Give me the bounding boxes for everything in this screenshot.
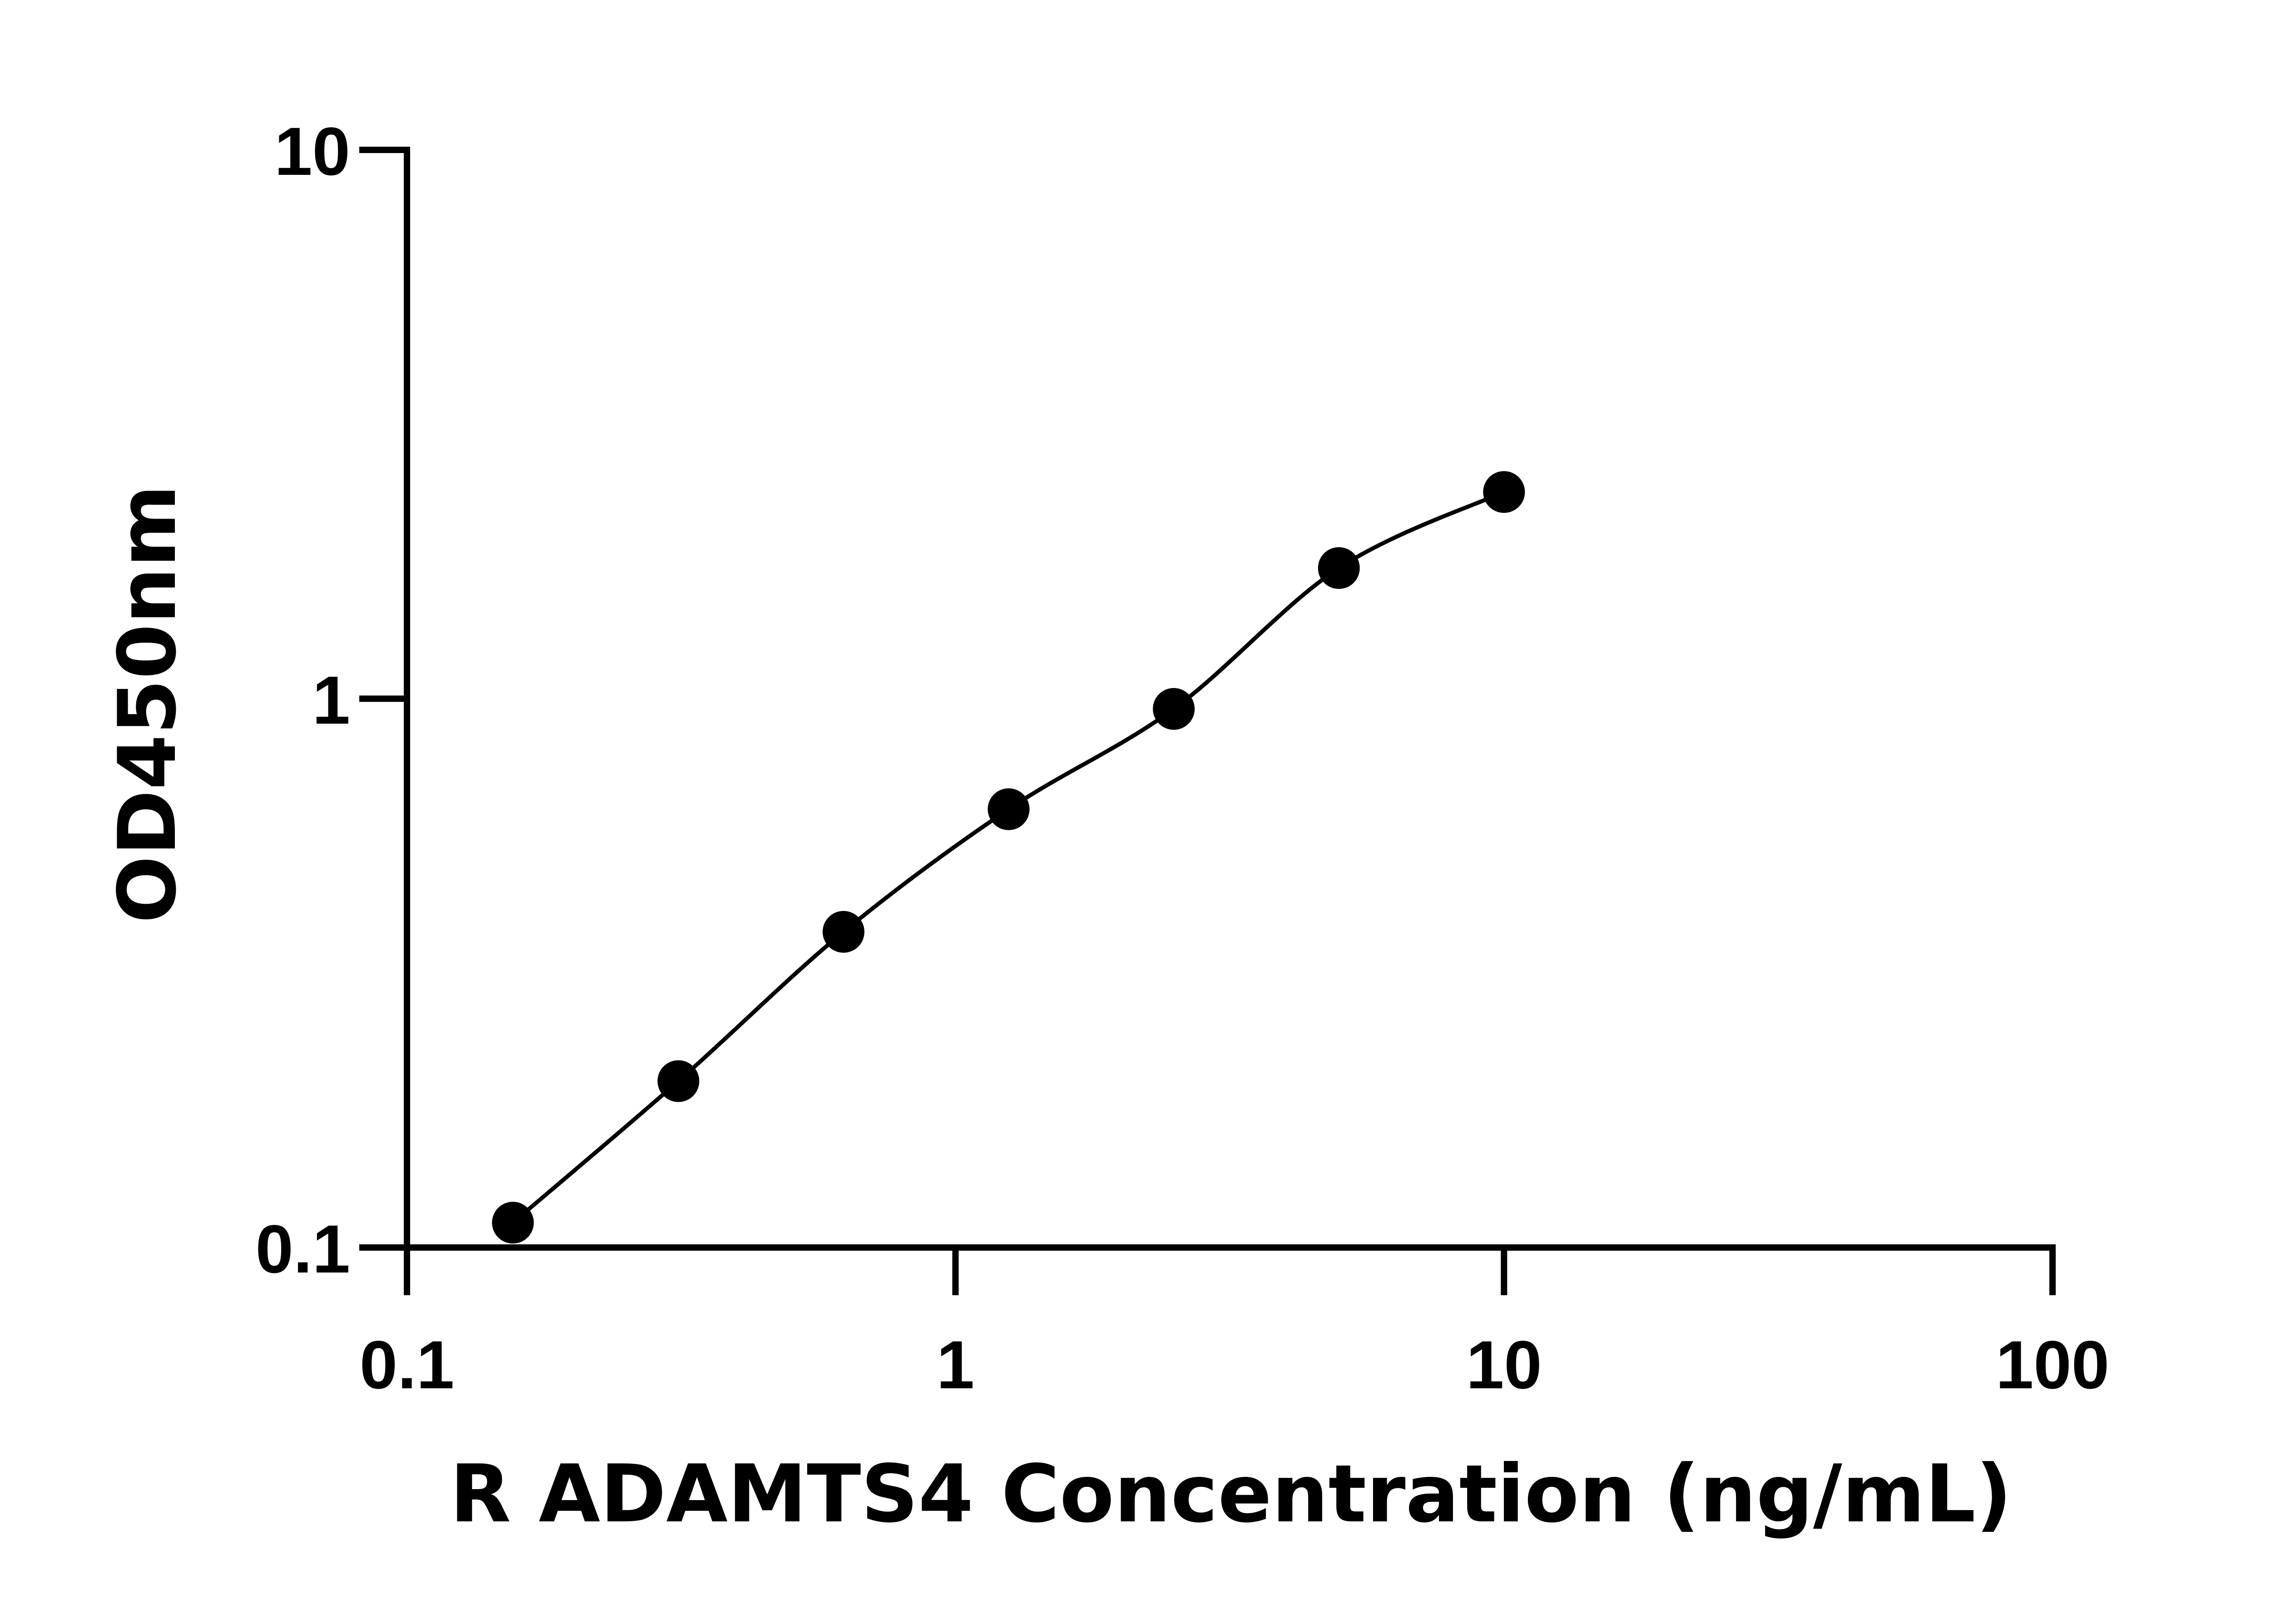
fit-curve [511, 490, 1505, 1224]
data-point [492, 1202, 534, 1244]
y-tick-label: 1 [312, 662, 350, 738]
data-point [823, 911, 865, 953]
y-tick-label: 10 [274, 113, 350, 189]
x-axis-title: R ADAMTS4 Concentration (ng/mL) [450, 1448, 2012, 1540]
data-point [657, 1060, 699, 1102]
y-axis-title: OD450nm [102, 485, 194, 923]
axes [404, 147, 2056, 1251]
x-tick-label: 1 [937, 1327, 974, 1403]
data-point [1318, 547, 1360, 589]
x-tick-label: 10 [1466, 1327, 1542, 1403]
data-points [492, 471, 1525, 1244]
data-point [1153, 688, 1195, 730]
x-tick-label: 0.1 [360, 1327, 455, 1403]
data-point [1483, 471, 1525, 513]
y-tick-label: 0.1 [255, 1211, 350, 1287]
ticks: 0.1 1 10 100 0.1 1 10 [255, 113, 2109, 1403]
x-tick-label: 100 [1996, 1327, 2109, 1403]
data-point [987, 788, 1030, 830]
